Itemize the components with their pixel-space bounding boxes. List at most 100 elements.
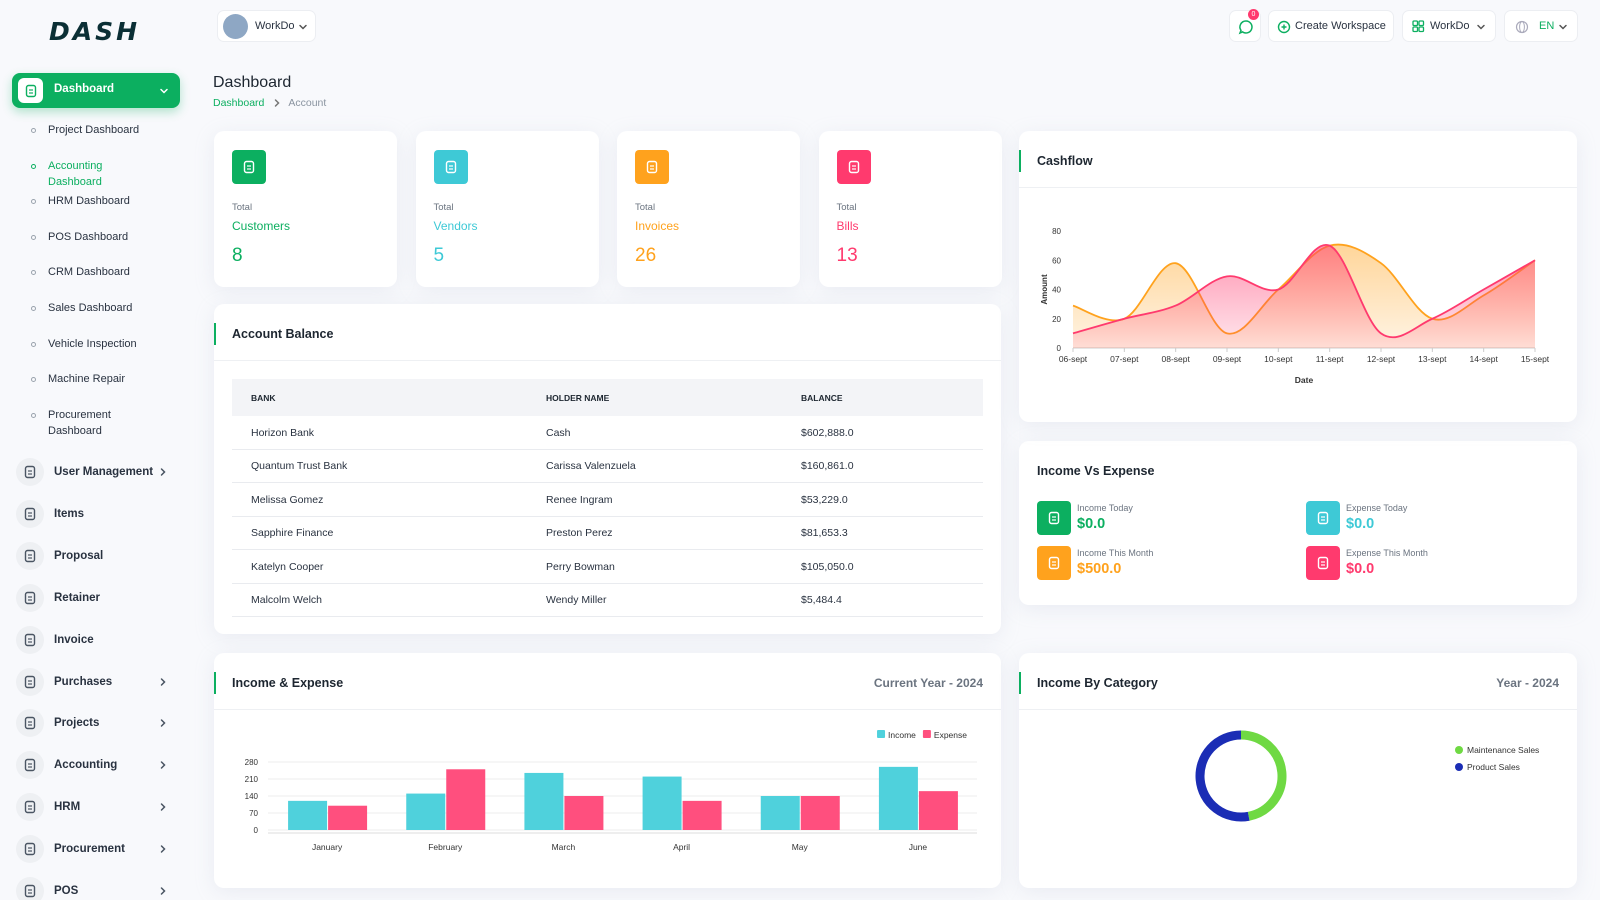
menu-item[interactable]: POS (16, 877, 180, 900)
icon-shape (24, 633, 36, 646)
menu-label: Accounting (54, 759, 118, 772)
table-cell: Quantum Trust Bank (251, 460, 348, 473)
table-row-divider (232, 449, 983, 450)
apps-icon (1412, 20, 1425, 33)
summary-icon (1306, 501, 1340, 535)
x-tick-label: April (673, 842, 690, 852)
x-tick-label: 15-sept (1521, 354, 1550, 364)
chevron-shape (299, 24, 307, 30)
chevron-shape (160, 761, 166, 770)
table-cell: Malcolm Welch (251, 594, 322, 606)
x-tick-label: 06-sept (1059, 354, 1088, 364)
menu-item[interactable]: Invoice (16, 625, 180, 654)
menu-icon (16, 499, 44, 528)
menu-item[interactable]: User Management (16, 458, 180, 486)
notification-button[interactable]: 0 (1229, 9, 1261, 42)
breadcrumb-item[interactable]: Dashboard (213, 97, 265, 109)
menu-item[interactable]: Retainer (16, 583, 180, 612)
card-divider (1019, 187, 1577, 188)
table-column-header: HOLDER NAME (546, 393, 610, 403)
x-axis-title: Date (1295, 375, 1314, 385)
table-cell: Cash (546, 427, 571, 439)
chevron-shape (160, 719, 166, 728)
icon (24, 465, 36, 479)
table-column-header: BALANCE (801, 393, 843, 403)
chevron (299, 24, 307, 30)
submenu-label: Sales Dashboard (48, 302, 133, 314)
icon (1317, 511, 1329, 525)
chart: 0 20 40 60 80 06-sept 07-sept 08-sept 09-sept 10-… (1040, 227, 1550, 385)
icon-shape (24, 884, 36, 898)
table-row-divider (232, 549, 983, 551)
icon-shape (848, 160, 859, 174)
y-tick-label: 0 (254, 826, 259, 835)
workspace-menu-label: WorkDo (1430, 20, 1470, 32)
stat-value: 13 (836, 245, 858, 266)
menu-item[interactable]: Procurement (16, 835, 180, 864)
create-workspace-button[interactable]: Create Workspace (1268, 10, 1394, 42)
workspace-menu[interactable]: WorkDo (1402, 10, 1496, 42)
icon (24, 800, 36, 814)
menu-item[interactable]: HRM (16, 793, 180, 822)
icon-shape (24, 465, 36, 479)
icon-shape (1515, 20, 1529, 34)
menu-item[interactable]: Accounting (16, 751, 180, 780)
chevron (160, 719, 166, 728)
area (1073, 244, 1535, 348)
account-balance-card: Account Balance BANK HOLDER NAME BALANCE Hor… (214, 304, 1001, 634)
submenu-label: CRM Dashboard (48, 266, 130, 279)
menu-label: User Management (54, 466, 154, 478)
income-vs-expense-card: Income Vs Expense Income Today $0.0 Expense… (1019, 441, 1577, 605)
submenu-label: Accounting Dashboard (48, 159, 103, 188)
card-title: Income Vs Expense (1037, 464, 1155, 478)
x-tick-label: 09-sept (1213, 354, 1242, 364)
submenu-dot (31, 306, 36, 311)
menu-label: HRM (54, 801, 81, 814)
summary-label: Income This Month (1077, 548, 1154, 558)
bar (878, 766, 918, 830)
x-tick-label: 12-sept (1367, 354, 1396, 364)
submenu-label: Machine Repair (48, 373, 126, 386)
notification-icon (1238, 20, 1253, 35)
icon (24, 759, 36, 772)
breadcrumb-item: Account (288, 97, 327, 109)
menu-item[interactable]: Purchases (16, 667, 180, 696)
workspace-switcher[interactable]: WorkDo (217, 10, 316, 42)
page-title: Dashboard (213, 74, 292, 91)
submenu-label: POS Dashboard (48, 230, 129, 243)
menu-label: Retainer (54, 591, 101, 604)
chevron (160, 803, 166, 811)
x-tick-label: 07-sept (1110, 354, 1139, 364)
icon-shape (24, 591, 36, 604)
card-divider (1019, 709, 1577, 710)
y-axis-title: Amount (1040, 274, 1049, 305)
menu-item-active[interactable]: Dashboard (12, 73, 180, 108)
menu-item[interactable]: Items (16, 499, 180, 528)
table-cell: Wendy Miller (546, 594, 607, 606)
y-tick-label: 70 (249, 809, 258, 818)
table-cell: Sapphire Finance (251, 527, 334, 540)
summary-label: Expense This Month (1346, 548, 1428, 558)
menu-item[interactable]: Projects (16, 709, 180, 738)
chevron-shape (275, 99, 280, 107)
menu-icon (18, 78, 43, 103)
language-switcher[interactable]: EN (1504, 10, 1578, 42)
x-tick-label: 14-sept (1469, 354, 1498, 364)
table-column-header: BANK (251, 393, 276, 403)
legend-swatch (877, 730, 886, 738)
summary-label: Expense Today (1346, 503, 1408, 513)
chevron-shape (160, 677, 166, 686)
chevron-shape (160, 803, 166, 811)
icon-shape (25, 84, 36, 97)
x-tick-label: 11-sept (1316, 354, 1344, 364)
y-tick-label: 40 (1052, 286, 1061, 295)
icon-shape (1418, 26, 1425, 33)
chevron (1559, 24, 1567, 30)
menu-item[interactable]: Proposal (16, 541, 180, 570)
icon (24, 507, 36, 521)
submenu-dot (31, 377, 36, 383)
table-header (232, 379, 983, 416)
stat-icon (232, 150, 266, 184)
bar (682, 800, 722, 830)
